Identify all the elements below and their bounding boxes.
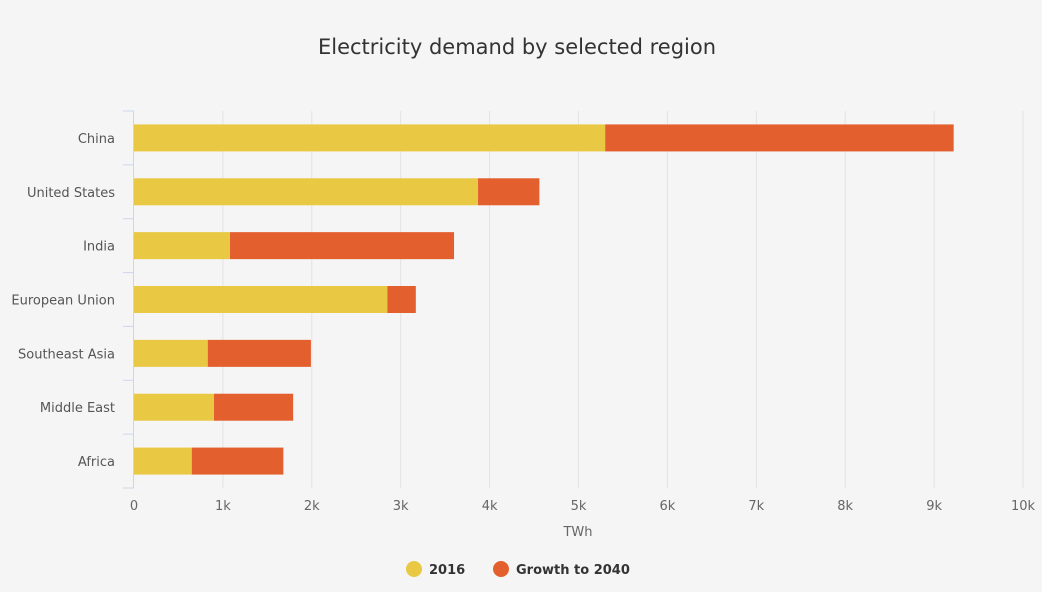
bar-middle-east-series-0[interactable]: [134, 393, 215, 421]
bar-southeast-asia-series-0[interactable]: [134, 339, 208, 367]
category-label: China: [78, 132, 115, 147]
category-label: Southeast Asia: [18, 347, 115, 362]
bar-africa-series-0[interactable]: [134, 447, 192, 475]
category-label: European Union: [11, 294, 115, 309]
bars: [134, 124, 954, 475]
x-tick-label: 2k: [304, 499, 320, 514]
legend-item-1[interactable]: Growth to 2040: [493, 561, 630, 578]
x-tick-label: 0: [130, 499, 138, 514]
legend-swatch: [493, 561, 509, 577]
x-tick-label: 9k: [926, 499, 942, 514]
x-tick-label: 5k: [571, 499, 587, 514]
bar-united-states-series-0[interactable]: [134, 178, 479, 206]
x-tick-label: 4k: [482, 499, 498, 514]
x-axis-title: TWh: [562, 525, 592, 540]
legend-label: 2016: [429, 563, 465, 578]
x-tick-label: 10k: [1011, 499, 1036, 514]
bar-european-union-series-1[interactable]: [387, 286, 416, 313]
x-axis-ticks: 0 1k 2k 3k 4k 5k 6k 7k 8k 9k 10k: [130, 499, 1036, 514]
bar-india-series-1[interactable]: [230, 232, 455, 260]
category-label: United States: [27, 186, 115, 201]
legend: 2016 Growth to 2040: [406, 561, 630, 578]
legend-swatch: [406, 561, 422, 577]
category-label: India: [83, 240, 115, 255]
x-tick-label: 3k: [393, 499, 409, 514]
legend-item-0[interactable]: 2016: [406, 561, 465, 578]
bar-africa-series-1[interactable]: [191, 447, 284, 475]
x-tick-label: 6k: [659, 499, 675, 514]
bar-china-series-1[interactable]: [605, 124, 954, 152]
bar-middle-east-series-1[interactable]: [214, 393, 294, 421]
category-axis: China United States India European Union Sou…: [11, 110, 134, 489]
bar-european-union-series-0[interactable]: [134, 286, 388, 313]
x-tick-label: 8k: [837, 499, 853, 514]
category-label: Africa: [78, 455, 115, 470]
chart-title: Electricity demand by selected region: [318, 35, 716, 59]
bar-india-series-0[interactable]: [134, 232, 231, 260]
legend-label: Growth to 2040: [516, 563, 630, 578]
bar-southeast-asia-series-1[interactable]: [207, 339, 311, 367]
bar-china-series-0[interactable]: [134, 124, 606, 152]
bar-united-states-series-1[interactable]: [478, 178, 540, 206]
x-tick-label: 7k: [748, 499, 764, 514]
category-label: Middle East: [40, 401, 115, 416]
x-tick-label: 1k: [215, 499, 231, 514]
